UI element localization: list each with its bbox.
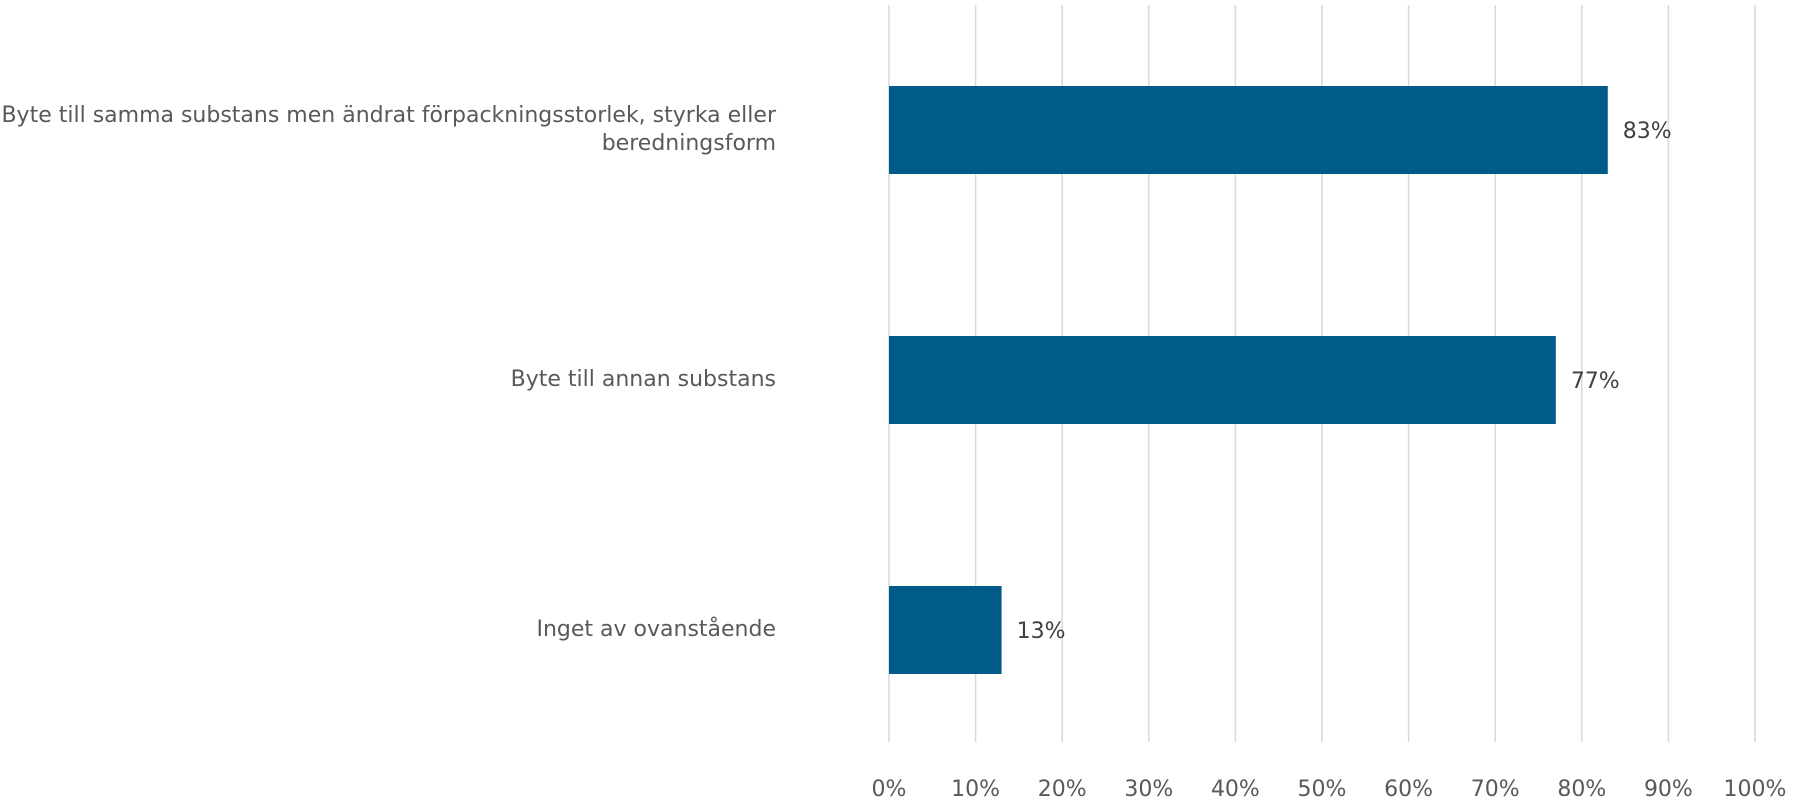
x-tick-label: 20% xyxy=(1038,777,1087,801)
x-tick-label: 50% xyxy=(1298,777,1347,801)
bars xyxy=(889,86,1608,674)
category-label: Byte till annan substans xyxy=(510,367,776,392)
bar xyxy=(889,336,1556,424)
data-labels: 83% 77% 13% xyxy=(1017,119,1672,644)
data-label: 77% xyxy=(1571,369,1620,394)
data-label: 13% xyxy=(1017,619,1066,644)
x-tick-label: 60% xyxy=(1384,777,1433,801)
data-label: 83% xyxy=(1623,119,1672,144)
x-tick-label: 10% xyxy=(951,777,1000,801)
bar xyxy=(889,86,1608,174)
x-tick-label: 80% xyxy=(1557,777,1606,801)
x-tick-label: 90% xyxy=(1644,777,1693,801)
x-tick-label: 30% xyxy=(1124,777,1173,801)
x-axis-ticks: 0% 10% 20% 30% 40% 50% 60% 70% 80% 90% 100% xyxy=(872,777,1787,801)
x-tick-label: 100% xyxy=(1724,777,1787,801)
x-tick-label: 40% xyxy=(1211,777,1260,801)
category-label: Inget av ovanstående xyxy=(536,617,777,642)
bar xyxy=(889,586,1002,674)
x-tick-label: 0% xyxy=(872,777,907,801)
category-label: Byte till samma substans men ändrat förp… xyxy=(1,103,776,156)
x-tick-label: 70% xyxy=(1471,777,1520,801)
